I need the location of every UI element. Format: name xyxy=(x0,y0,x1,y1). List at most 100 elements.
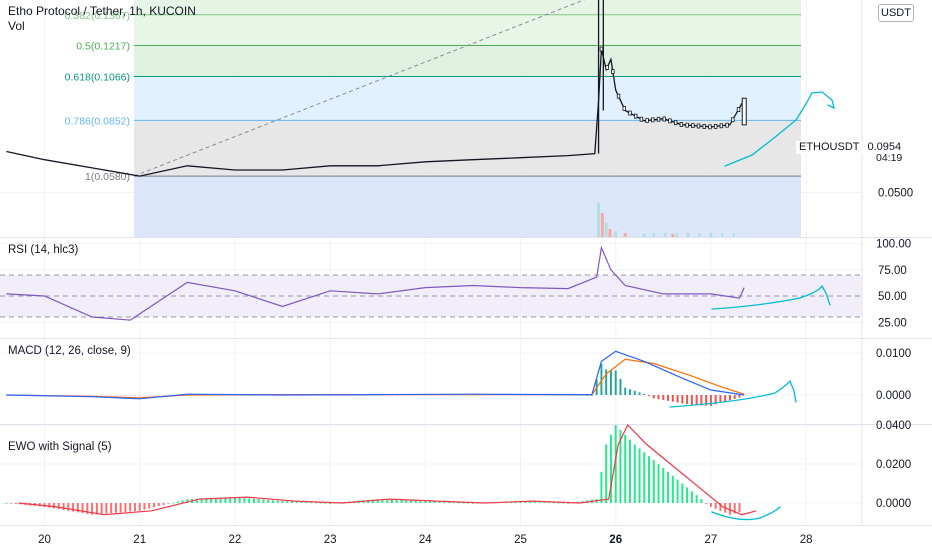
macd-histogram-bar xyxy=(86,395,89,396)
annotation-rsi-arrow xyxy=(711,284,831,310)
currency-badge[interactable]: USDT xyxy=(878,4,914,22)
macd-histogram-bar xyxy=(100,395,103,396)
rsi-pane xyxy=(0,245,862,321)
macd-histogram-bar xyxy=(248,394,251,396)
ewo-bar xyxy=(371,499,374,503)
ewo-bar xyxy=(186,499,189,503)
rsi-tick: 25.00 xyxy=(878,317,907,329)
macd-histogram-bar xyxy=(152,395,155,396)
macd-histogram-bar xyxy=(724,395,727,402)
ewo-bar xyxy=(657,464,660,503)
macd-histogram-bar xyxy=(667,395,670,401)
ewo-bar xyxy=(105,503,108,514)
volume-bar xyxy=(604,223,608,237)
ewo-bar xyxy=(548,502,551,504)
ewo-tick: 0.0200 xyxy=(876,459,911,471)
macd-histogram-bar xyxy=(571,395,574,396)
ewo-bar xyxy=(676,479,679,503)
ewo-bar xyxy=(624,434,627,503)
ewo-bar xyxy=(324,502,327,504)
ewo-bar xyxy=(605,444,608,503)
annotation-macd-arrow xyxy=(669,379,797,408)
ewo-bar xyxy=(233,497,236,503)
fib-zone xyxy=(134,0,801,15)
rsi-tick: 100.00 xyxy=(876,239,911,251)
ewo-bar xyxy=(395,499,398,503)
ewo-bar xyxy=(414,500,417,503)
ewo-bar xyxy=(10,503,13,504)
ewo-bar xyxy=(276,500,279,503)
ewo-label: EWO with Signal (5) xyxy=(8,441,112,453)
macd-histogram-bar xyxy=(714,395,717,405)
ewo-bar xyxy=(176,501,179,503)
symbol-name: ETHOUSDT xyxy=(799,141,860,153)
ewo-bar xyxy=(76,503,79,513)
ewo-bar xyxy=(57,503,60,510)
ewo-bar xyxy=(733,503,736,514)
ewo-bar xyxy=(609,434,612,503)
macd-histogram-bar xyxy=(686,395,689,405)
macd-histogram-bar xyxy=(76,395,79,396)
ewo-bar xyxy=(48,503,51,508)
macd-pane xyxy=(5,350,745,406)
macd-histogram-bar xyxy=(709,395,712,406)
candle-body xyxy=(736,107,741,112)
ewo-bar xyxy=(633,444,636,503)
ewo-bar xyxy=(433,501,436,503)
macd-histogram-bar xyxy=(390,394,393,396)
macd-histogram-bar xyxy=(705,395,708,406)
ewo-bar xyxy=(62,503,65,511)
ewo-bar xyxy=(690,491,693,503)
ewo-bar xyxy=(457,502,460,504)
fib-level-label: 0.5(0.1217) xyxy=(76,41,130,53)
macd-histogram-bar xyxy=(352,395,355,396)
last-price-value: 0.0954 xyxy=(867,141,902,153)
candle-body xyxy=(719,123,724,129)
ewo-bar xyxy=(172,502,175,504)
ewo-bar xyxy=(695,495,698,503)
last-candle xyxy=(741,97,747,126)
ewo-bar xyxy=(262,499,265,503)
rsi-tick: 75.00 xyxy=(878,265,907,277)
macd-histogram-bar xyxy=(105,395,108,396)
macd-histogram-bar xyxy=(338,395,341,396)
ewo-bar xyxy=(538,501,541,503)
macd-histogram-bar xyxy=(648,395,651,397)
ewo-bar xyxy=(133,503,136,512)
x-axis-tick: 21 xyxy=(133,534,146,546)
ewo-bar xyxy=(291,501,294,503)
ewo-signal-line xyxy=(18,423,757,516)
candle-body xyxy=(673,120,678,126)
macd-histogram-bar xyxy=(395,394,398,396)
macd-tick: 0.0100 xyxy=(876,348,911,360)
macd-histogram-bar xyxy=(343,395,346,396)
macd-histogram-bar xyxy=(172,394,175,396)
ewo-bar xyxy=(705,503,708,504)
candle-body xyxy=(616,93,621,99)
macd-histogram-bar xyxy=(643,393,646,395)
candle-body xyxy=(611,69,615,74)
macd-histogram-bar xyxy=(586,395,589,396)
volume-bar xyxy=(600,213,604,237)
ewo-bar xyxy=(552,502,555,504)
macd-histogram-bar xyxy=(148,395,151,396)
macd-histogram-bar xyxy=(605,369,608,395)
volume-bar xyxy=(614,231,618,237)
macd-histogram-bar xyxy=(81,395,84,396)
ewo-bar xyxy=(681,483,684,503)
macd-histogram-bar xyxy=(619,379,622,395)
candle-body xyxy=(708,124,712,130)
price-candles xyxy=(6,0,747,177)
ewo-bar xyxy=(562,502,565,504)
ewo-bar xyxy=(600,471,603,503)
macd-histogram-bar xyxy=(329,395,332,396)
annotation-price-arrow xyxy=(724,91,835,167)
ewo-bar xyxy=(452,502,455,504)
candle-body xyxy=(605,65,609,70)
macd-histogram-bar xyxy=(628,389,631,395)
ewo-bar xyxy=(152,503,155,508)
fib-level-label: 0.382(0.1367) xyxy=(65,10,130,22)
ewo-pane xyxy=(5,423,757,516)
